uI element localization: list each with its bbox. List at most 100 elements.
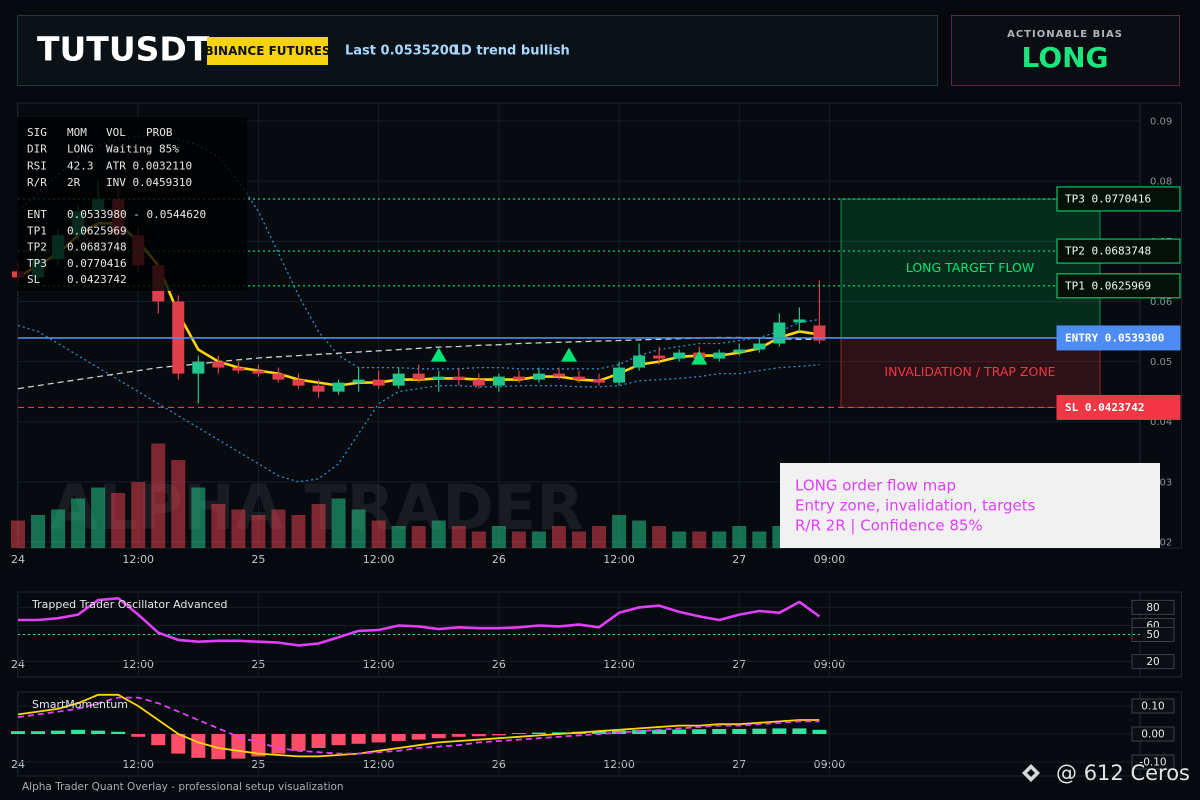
info-cell: R/R [27,176,47,189]
volume-bar [551,526,566,548]
momentum-bar [251,734,266,757]
volume-bar [51,509,66,548]
volume-bar [91,487,106,548]
level-box [1056,325,1181,351]
candle-body [212,361,225,368]
y-tick-box [1131,627,1175,642]
overlay: Alpha Trader Quant Overlay - professiona… [17,117,1190,793]
trend: 1D trend bullish [452,44,570,59]
x-tick-label: 09:00 [814,553,846,566]
watermark-icon [1022,764,1040,782]
momentum-line [17,696,820,755]
footer: Alpha Trader Quant Overlay - professiona… [22,781,344,793]
y-tick-label: 0.03 [1150,477,1172,488]
y-tick-label: 20 [1146,656,1159,668]
info-cell: ENT [27,208,47,221]
candle-body [412,373,425,380]
momentum-bar [652,729,667,734]
volume-bar [491,526,506,548]
x-tick-label: 12:00 [363,758,395,771]
volume-bar [732,526,747,548]
x-tick-label: 25 [251,758,265,771]
level-box [1056,238,1181,264]
y-tick-label: 0.06 [1150,297,1172,308]
candle-body [392,373,405,386]
candle-body [813,325,826,341]
y-tick-label: 0.05 [1150,357,1172,368]
icon [1022,764,1040,782]
x-tick-label: 27 [732,553,746,566]
candle-body [492,376,505,386]
volume-bar [451,526,466,548]
level-label: TP3 0.0770416 [1065,192,1151,205]
symbol: TUTUSDT [37,30,210,69]
momentum-bar [291,734,306,751]
info-cell: 0.0423742 [67,273,127,286]
info-cell: 0.0683748 [67,241,127,254]
level-label: TP1 0.0625969 [1065,279,1151,292]
momentum-bar [51,730,66,734]
momentum-bar [311,734,326,748]
x-tick-label: 24 [11,758,25,771]
panel-title: Trapped Trader Oscillator Advanced [31,598,227,611]
momentum-bar [471,734,486,737]
momentum-bar [351,734,366,744]
signal-arrow [560,347,577,362]
y-tick-label: 0.09 [1150,117,1172,128]
candle-body [192,361,205,374]
signal-arrow [430,347,447,362]
momentum-bar [11,731,25,734]
x-tick-label: 25 [251,553,265,566]
candle-body [472,379,485,386]
y-tick-label: 50 [1146,629,1159,641]
momentum-bar [511,733,526,734]
level-label: TP2 0.0683748 [1065,245,1151,258]
candle-body [713,352,726,359]
signal-arrow [691,350,708,365]
info-cell: RSI [27,159,47,172]
volume-bar [411,526,426,548]
volume-bar [371,520,386,548]
note-box [780,463,1160,548]
volume-bar [271,509,286,548]
x-tick-label: 12:00 [363,658,395,671]
candle-body [352,379,365,383]
volume-bar [431,520,446,548]
candle-body [372,379,385,386]
volume-bar [231,509,246,548]
x-tick-label: 26 [492,553,506,566]
momentum-bar [712,728,727,734]
candle-body [312,385,325,392]
info-cell: MOM [67,126,87,139]
volume-bar [752,531,767,548]
x-tick-label: 24 [11,658,25,671]
info-cell: INV 0.0459310 [106,176,192,189]
momentum-bar [491,734,506,736]
momentum-bar [592,731,607,734]
volume-bar [171,460,186,548]
level-box [1056,273,1181,299]
candle-body [773,322,786,344]
info-cell: 0.0625969 [67,224,127,237]
volume-bar [632,520,647,548]
momentum-bar [111,731,126,734]
momentum-bar [191,734,206,758]
x-tick-label: 12:00 [363,553,395,566]
y-tick-label: 0.00 [1141,729,1164,741]
y-tick-label: 0.08 [1150,177,1172,188]
momentum-bar [271,734,286,754]
exchange-badge [207,37,328,65]
chart-panel: 24 12:00 25 12:00 26 12:00 27 09:0080605020Trap… [11,591,1182,678]
volume-bar [572,531,586,548]
candle-body [452,376,465,380]
oscillator-line [18,597,821,647]
info-cell: PROB [146,126,173,139]
momentum-bar [672,729,687,734]
info-cell: SL [27,273,41,286]
volume-bar [331,498,346,548]
candle-body [653,355,666,359]
momentum-line [17,693,820,758]
y-tick-label: 0.10 [1141,701,1164,713]
x-tick-label: 12:00 [603,758,635,771]
